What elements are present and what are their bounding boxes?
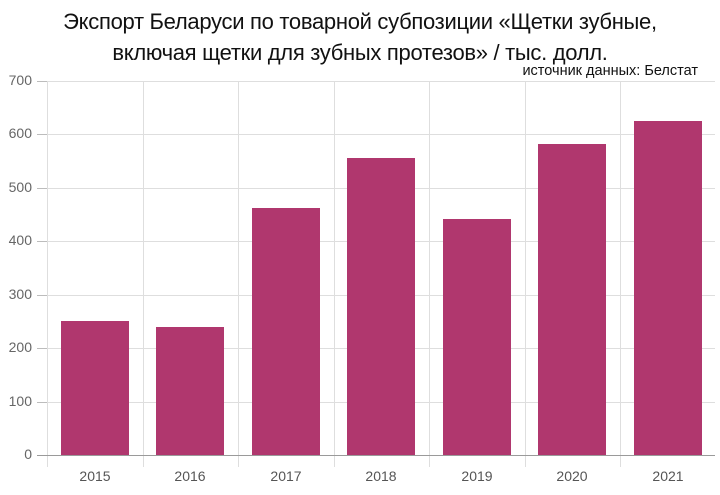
bar-2015 [61,320,129,455]
y-tick-mark [37,81,47,82]
bar-2019 [443,218,511,455]
bar-2016 [156,326,224,455]
gridline-vertical [620,81,621,467]
gridline-horizontal [47,134,715,136]
y-axis-tick-label: 300 [8,285,32,302]
y-tick-mark [37,294,47,296]
y-axis-tick-label: 600 [8,125,32,142]
y-axis-tick-label: 400 [8,232,32,249]
x-axis-tick-label: 2019 [461,468,493,484]
x-axis-tick-label: 2015 [79,468,111,484]
gridline-vertical [238,81,239,467]
bar-2017 [252,208,320,455]
y-tick-mark [37,134,47,136]
y-axis-tick-label: 100 [8,392,32,409]
gridline-vertical [429,81,430,467]
y-axis-tick-label: 200 [8,339,32,356]
y-axis-tick-label: 0 [24,446,32,462]
gridline-vertical [143,81,144,467]
bar-2020 [538,144,606,455]
y-tick-mark [37,187,47,189]
chart-title-line-2: включая щетки для зубных протезов» / тыс… [112,40,608,65]
y-tick-mark [37,241,47,243]
y-axis-tick-label: 500 [8,178,32,195]
bar-2018 [347,157,415,455]
x-axis-tick-label: 2016 [174,468,206,484]
gridline-vertical [334,81,335,467]
gridline-vertical [525,81,526,467]
y-axis-tick-label: 700 [8,72,32,88]
chart-title-line-1: Экспорт Беларуси по товарной субпозиции … [63,9,657,34]
data-source-note: источник данных: Белстат [522,63,698,79]
x-axis-tick-label: 2018 [365,468,397,484]
x-axis-tick-label: 2021 [652,468,684,484]
x-axis-tick-label: 2017 [270,468,302,484]
x-axis-line [37,455,715,456]
y-tick-mark [37,348,47,350]
chart-title: Экспорт Беларуси по товарной субпозиции … [0,6,720,68]
y-tick-mark [37,401,47,403]
bar-2021 [634,120,702,455]
plot-area: 0 100 200 300 400 500 600 700 2015 2016 2017 2018 20… [9,72,715,484]
gridline-horizontal [47,81,715,82]
gridline-vertical [47,81,48,467]
x-axis-tick-label: 2020 [556,468,588,484]
